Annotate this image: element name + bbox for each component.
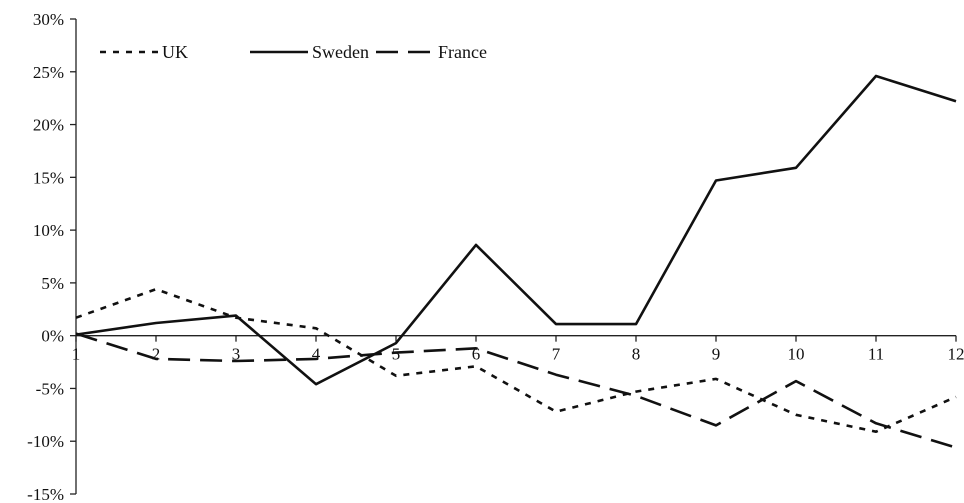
series-layer — [75, 74, 957, 449]
y-tick-label: 15% — [33, 168, 64, 187]
y-tick-label: 30% — [33, 10, 64, 29]
y-tick-label: 0% — [41, 327, 64, 346]
legend-item-uk: UK — [100, 42, 188, 62]
series-line-uk — [75, 287, 957, 434]
legend-label: Sweden — [312, 42, 369, 62]
x-tick-label: 5 — [392, 345, 401, 364]
y-tick-label: 20% — [33, 116, 64, 135]
legend-item-sweden: Sweden — [250, 42, 369, 62]
series-line-france — [75, 332, 957, 449]
x-tick-label: 8 — [632, 345, 641, 364]
legend-label: France — [438, 42, 487, 62]
y-tick-label: -15% — [27, 485, 64, 503]
legend: UK Sweden France — [100, 42, 487, 62]
x-tick-label: 12 — [948, 345, 964, 364]
x-tick-label: 7 — [552, 345, 561, 364]
x-tick-label: 4 — [312, 345, 321, 364]
x-tick-label: 6 — [472, 345, 481, 364]
x-tick-label: 3 — [232, 345, 241, 364]
axes — [75, 19, 956, 494]
y-tick-label: -5% — [36, 379, 64, 398]
y-tick-label: 5% — [41, 274, 64, 293]
series-line-sweden — [75, 74, 957, 386]
y-axis-ticks: 30% 25% 20% 15% 10% 5% 0% -5% -10% -15% — [27, 10, 76, 503]
legend-label: UK — [162, 42, 188, 62]
y-tick-label: -10% — [27, 432, 64, 451]
x-tick-label: 10 — [788, 345, 805, 364]
y-tick-label: 25% — [33, 63, 64, 82]
series-france — [75, 332, 957, 449]
y-tick-label: 10% — [33, 221, 64, 240]
series-uk — [75, 287, 957, 434]
x-tick-label: 1 — [72, 345, 81, 364]
x-tick-label: 9 — [712, 345, 721, 364]
series-sweden — [75, 74, 957, 386]
legend-item-france: France — [376, 42, 487, 62]
x-tick-label: 2 — [152, 345, 161, 364]
x-axis-ticks: 1 2 3 4 5 6 7 8 9 10 11 12 — [72, 335, 964, 364]
x-tick-label: 11 — [868, 345, 884, 364]
